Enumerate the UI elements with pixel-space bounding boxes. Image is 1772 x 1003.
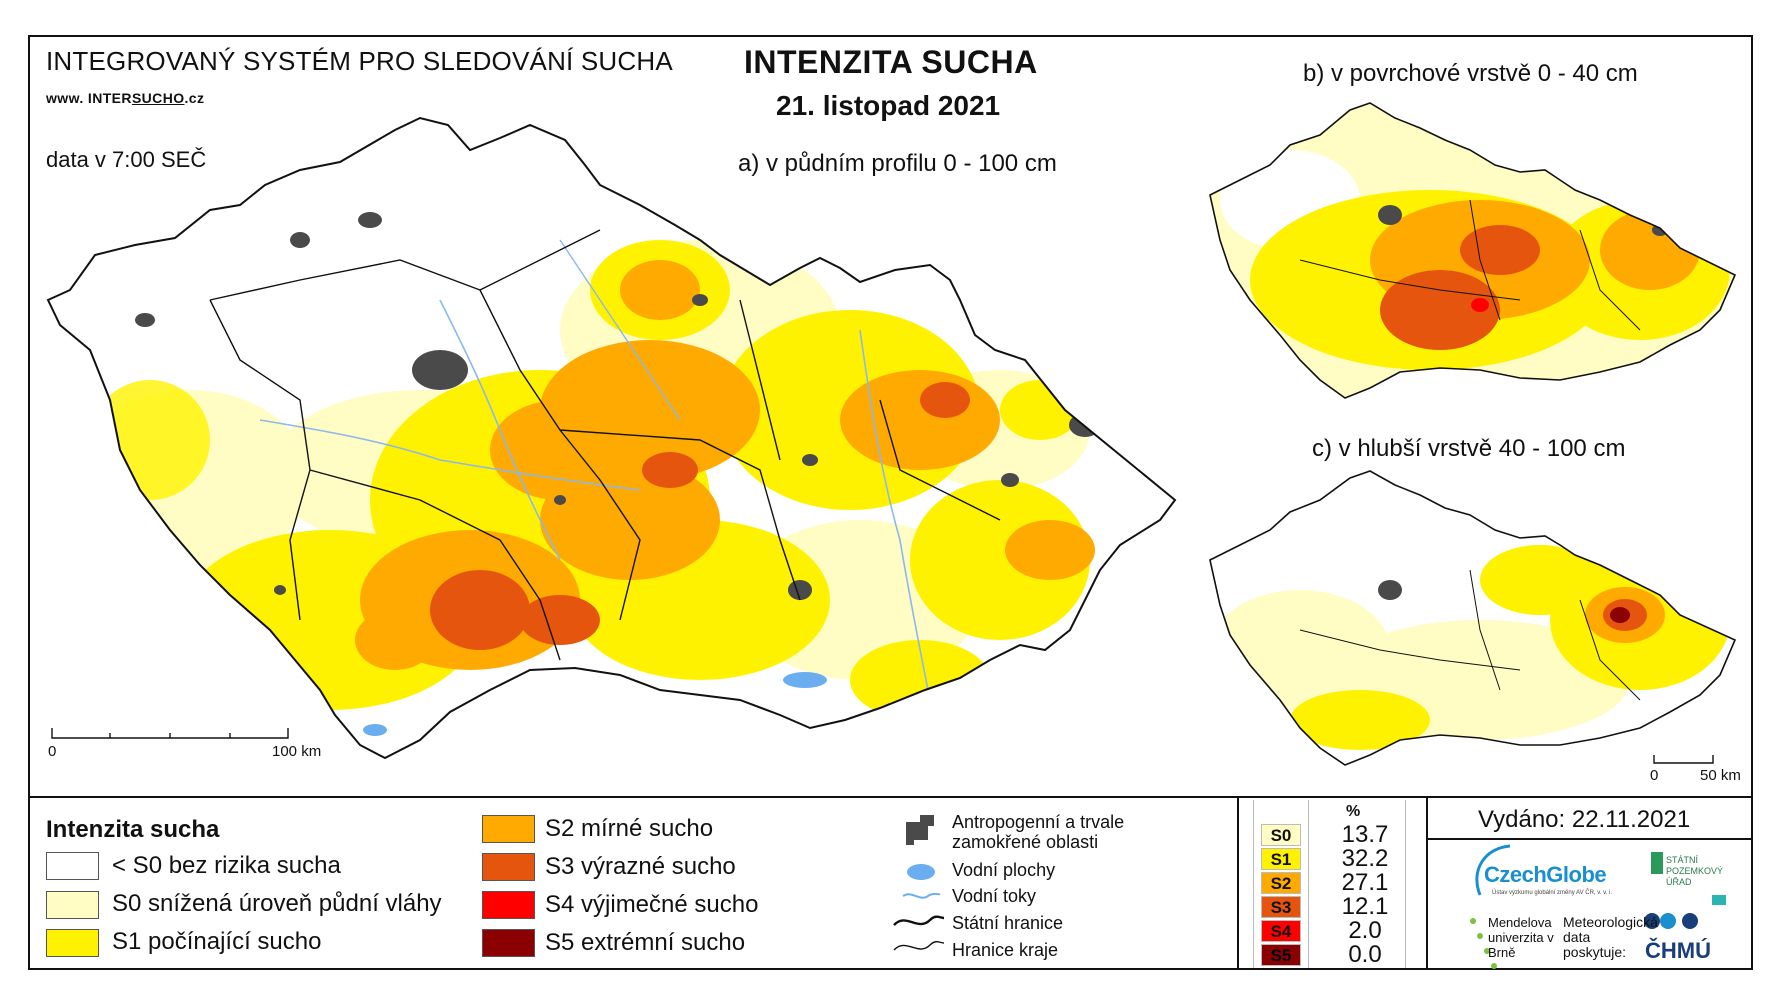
mendel-logo-icon (1470, 918, 1497, 969)
main-scale-end: 100 km (272, 743, 322, 760)
legend-label-no-risk: < S0 bez rizika sucha (112, 852, 341, 879)
website-link[interactable]: www. INTERSUCHO.cz (46, 90, 205, 106)
legend-label-s3: S3 výrazné sucho (545, 853, 736, 880)
water-area-icon (907, 864, 935, 880)
legend-label-streams: Vodní toky (952, 886, 1037, 906)
legend-title: Intenzita sucha (46, 816, 220, 843)
map-frame (28, 35, 1753, 970)
legend-swatch-s3 (482, 853, 535, 881)
legend-swatch-s1 (46, 929, 99, 957)
legend-label-anthropogenic: Antropogenní a trvale zamokřené oblasti (952, 812, 1125, 852)
state-border-icon (893, 915, 945, 926)
stats-header: % (1346, 803, 1361, 820)
spu-logo: STÁTNÍ POZEMKOVÝ ÚŘAD (1666, 855, 1724, 887)
chmu-logo: ČHMÚ (1645, 938, 1711, 963)
deep-drought-map (1210, 471, 1735, 765)
stats-value-s1: 32.2 (1341, 845, 1389, 872)
legend-swatch-s5 (482, 929, 535, 957)
legend-swatch-s4 (482, 891, 535, 919)
surface-state-border (1209, 102, 1737, 399)
stats-code-s2: S2 (1261, 872, 1301, 894)
stats-value-s4: 2.0 (1348, 917, 1382, 944)
chmu-logo-icon (1644, 913, 1698, 929)
small-scale-bar (1653, 755, 1714, 764)
meteo-data-label: Meteorologická data poskytuje: (1563, 914, 1658, 960)
legend-label-s1: S1 počínající sucho (112, 928, 322, 955)
stats-code-s4: S4 (1261, 920, 1301, 942)
legend-label-s0: S0 snížená úroveň půdní vláhy (112, 890, 442, 917)
stats-value-s5: 0.0 (1348, 941, 1382, 968)
map-title: INTENZITA SUCHA (744, 44, 1038, 80)
legend-swatch-s2 (482, 815, 535, 843)
stats-value-s3: 12.1 (1341, 893, 1389, 920)
map-date: 21. listopad 2021 (776, 90, 1001, 121)
legend-label-s2: S2 mírné sucho (545, 815, 714, 842)
stats-value-s0: 13.7 (1341, 821, 1389, 848)
stats-code-s5: S5 (1261, 944, 1301, 966)
stats-code-s1: S1 (1261, 848, 1301, 870)
small-scale-end: 50 km (1700, 767, 1741, 784)
czechglobe-subtitle: Ústav výzkumu globální změny AV ČR, v. v… (1492, 890, 1613, 896)
legend-divider (28, 796, 1753, 798)
spu-logo-icon (1651, 852, 1663, 874)
czechglobe-logo: CzechGlobe (1484, 862, 1607, 887)
deep-state-border (1209, 470, 1737, 766)
czechglobe-logo-icon (1475, 844, 1511, 896)
mendel-logo: Mendelova univerzita v Brně (1488, 915, 1554, 960)
main-scale-bar (51, 728, 289, 739)
small-scale-start: 0 (1650, 767, 1659, 784)
stream-icon (902, 892, 941, 899)
main-map-caption: a) v půdním profilu 0 - 100 cm (738, 150, 1057, 177)
surface-drought-map (1210, 103, 1735, 398)
main-state-border (46, 116, 1177, 760)
data-time: data v 7:00 SEČ (46, 147, 207, 172)
main-drought-map (48, 118, 1175, 758)
stats-code-s0: S0 (1261, 824, 1301, 846)
legend-label-s5: S5 extrémní sucho (545, 929, 746, 956)
issued-date: Vydáno: 22.11.2021 (1478, 806, 1691, 833)
stats-code-s3: S3 (1261, 896, 1301, 918)
main-scale-start: 0 (48, 743, 57, 760)
deep-map-caption: c) v hlubší vrstvě 40 - 100 cm (1312, 435, 1626, 462)
region-border-icon (893, 941, 945, 951)
legend-label-s4: S4 výjimečné sucho (545, 891, 759, 918)
legend-swatch-s0 (46, 891, 99, 919)
legend-label-water-areas: Vodní plochy (952, 860, 1056, 880)
surface-map-caption: b) v povrchové vrstvě 0 - 40 cm (1303, 60, 1638, 87)
system-title: INTEGROVANÝ SYSTÉM PRO SLEDOVÁNÍ SUCHA (46, 46, 673, 76)
stats-value-s2: 27.1 (1341, 869, 1389, 896)
legend-label-region-border: Hranice kraje (952, 940, 1059, 960)
anthropogenic-icon (906, 815, 934, 845)
legend-label-state-border: Státní hranice (952, 913, 1064, 933)
legend-swatch-no-risk (46, 852, 99, 880)
